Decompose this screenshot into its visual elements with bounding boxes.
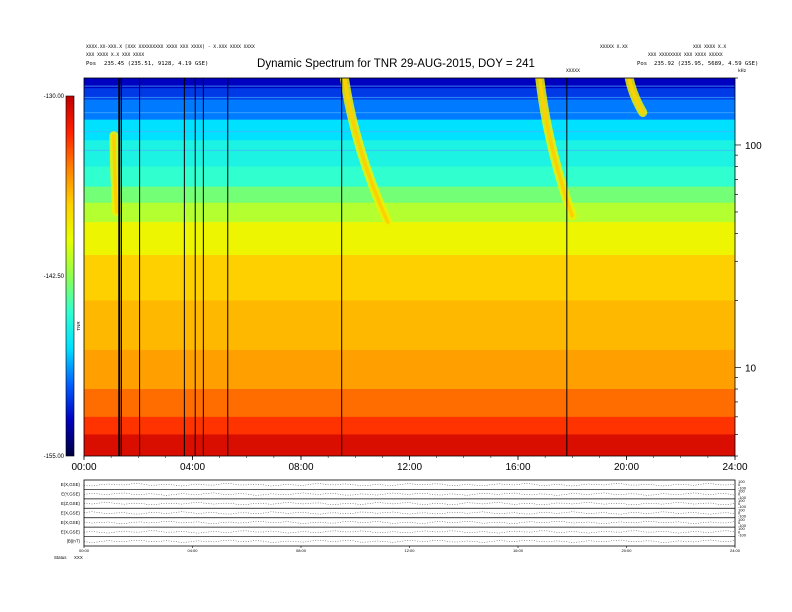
x-tick-label: 24:00 [722, 462, 747, 473]
bottom-right-tick: -100 [738, 485, 747, 490]
header-right-line1: XXXXX X.XX [600, 45, 628, 50]
spectrum-heatmap [84, 78, 735, 456]
bottom-x-tick-label: 16:00 [513, 548, 524, 553]
spectrum-band-6 [84, 186, 735, 204]
bottom-row-label: E(X,GSE) [61, 482, 81, 487]
spectrum-band-2 [84, 99, 735, 121]
header-left-line2: XXX XXXX X.X XXX XXXX [86, 53, 145, 58]
bottom-x-tick-label: 24:00 [730, 548, 741, 553]
spectrum-band-0 [84, 78, 735, 89]
spectrum-band-12 [84, 389, 735, 418]
colorbar-label: TNR [76, 321, 81, 331]
spectrum-streak-2 [84, 112, 735, 114]
bottom-right-tick: 0 [738, 482, 741, 487]
bottom-right-tick: 100 [738, 489, 745, 494]
x-tick-label: 00:00 [71, 462, 96, 473]
bottom-row-label: E(X,GSE) [61, 510, 81, 515]
axes: 00:00 04:00 08:00 12:00 16:00 20:00 24:00 10 100 [71, 77, 762, 473]
spectrum-band-3 [84, 119, 735, 141]
bottom-right-tick: 0 [738, 511, 741, 516]
bottom-trace [83, 483, 736, 487]
bottom-x-tick-label: 00:00 [79, 548, 90, 553]
header-right-pos-label: Pos [637, 61, 648, 67]
bottom-right-tick: 100 [738, 526, 745, 531]
colorbar-tick-label: -155.00 [44, 454, 65, 460]
bottom-right-tick: 0 [738, 529, 741, 534]
bottom-trace [83, 511, 736, 515]
colorbar-tick-label: -130.00 [44, 94, 65, 100]
bottom-right-tick: 100 [738, 479, 745, 484]
x-tick-label: 20:00 [614, 462, 639, 473]
bottom-right-tick: 0 [738, 501, 741, 506]
spectrum-band-13 [84, 416, 735, 435]
bottom-x-tick-label: 04:00 [187, 548, 198, 553]
header-right-line1b: XXX XXXX X.X [693, 45, 727, 50]
header-right-pos-value: 235.92 (235.95, 5689, 4.59 GSE) [654, 61, 759, 67]
spectrum-band-9 [84, 255, 735, 301]
y-tick-label: 100 [745, 141, 762, 152]
bottom-right-tick: -100 [738, 533, 747, 538]
bottom-trace [83, 502, 736, 505]
bottom-right-tick: -100 [738, 495, 747, 500]
spectrum-band-8 [84, 222, 735, 256]
x-tick-label: 04:00 [180, 462, 205, 473]
bottom-right-tick: -100 [738, 523, 747, 528]
bottom-right-tick: 100 [738, 498, 745, 503]
burst-core-0 [342, 78, 390, 224]
bottom-row-label: E(X,GSE) [61, 529, 81, 534]
spectrum-band-4 [84, 140, 735, 168]
header-corner-tag: kHz [738, 69, 747, 74]
bottom-row-label: E(Y,GSE) [61, 492, 80, 497]
spectrum-streak-1 [84, 96, 735, 99]
bottom-x-tick-label: 08:00 [296, 548, 307, 553]
colorbar-tick-label: -142.50 [44, 274, 65, 280]
bottom-right-tick: 0 [738, 492, 741, 497]
colorbar: -130.00 -142.50 -155.00 TNR [44, 94, 81, 460]
bottom-x-tick-label: 12:00 [404, 548, 415, 553]
spectrum-band-11 [84, 349, 735, 390]
header-left-line1: XXXX.XX-XXX.X [XXX XXXXXXXXX XXXX XXX XX… [86, 45, 255, 50]
spectrum-band-1 [84, 88, 735, 101]
spectrum-band-10 [84, 300, 735, 351]
y-tick-label: 10 [745, 363, 757, 374]
colorbar-gradient [65, 95, 75, 457]
bottom-right-tick: 100 [738, 507, 745, 512]
header-left-pos-value: 235.45 (235.51, 9128, 4.19 GSE) [104, 61, 209, 67]
burst-core-2 [627, 78, 645, 115]
bottom-x-tick-label: 20:00 [621, 548, 632, 553]
bottom-panel-frame [83, 479, 736, 547]
status-label: Status [54, 555, 67, 560]
spectrum-streak-3 [84, 130, 735, 133]
bottom-trace [83, 530, 736, 534]
bottom-panel: E(X,GSE) E(Y,GSE) E(Z,GSE) E(X,GSE) E(X,GSE)… [54, 479, 747, 560]
x-tick-label: 16:00 [505, 462, 530, 473]
bottom-trace [83, 520, 736, 524]
bottom-right-tick: 100 [738, 517, 745, 522]
status-value: XXX [74, 555, 83, 560]
bottom-right-tick: -100 [738, 514, 747, 519]
burst-core-3 [112, 134, 119, 214]
header-right-line2: XXX XXXXXXXX XXX XXXX XXXXX [648, 53, 723, 58]
header-mid-tag: XXXXX [566, 69, 580, 74]
spectrum-band-5 [84, 166, 735, 188]
header-left-pos-label: Pos [86, 61, 97, 67]
spectrum-band-14 [84, 434, 735, 456]
bottom-row-label: E(X,GSE) [61, 520, 81, 525]
spectrum-streak-4 [84, 149, 735, 152]
bottom-right-tick: 0 [738, 520, 741, 525]
bottom-right-tick: -100 [738, 504, 747, 509]
bottom-trace [83, 492, 736, 496]
x-tick-label: 08:00 [288, 462, 313, 473]
spectrum-band-7 [84, 202, 735, 223]
page-title: Dynamic Spectrum for TNR 29-AUG-2015, DO… [257, 58, 535, 70]
bottom-trace [83, 539, 736, 543]
bottom-row-label: E(Z,GSE) [61, 501, 81, 506]
spectrum-streak-0 [84, 85, 735, 87]
x-tick-label: 12:00 [397, 462, 422, 473]
bottom-row-label: |B|(nT) [67, 539, 81, 544]
